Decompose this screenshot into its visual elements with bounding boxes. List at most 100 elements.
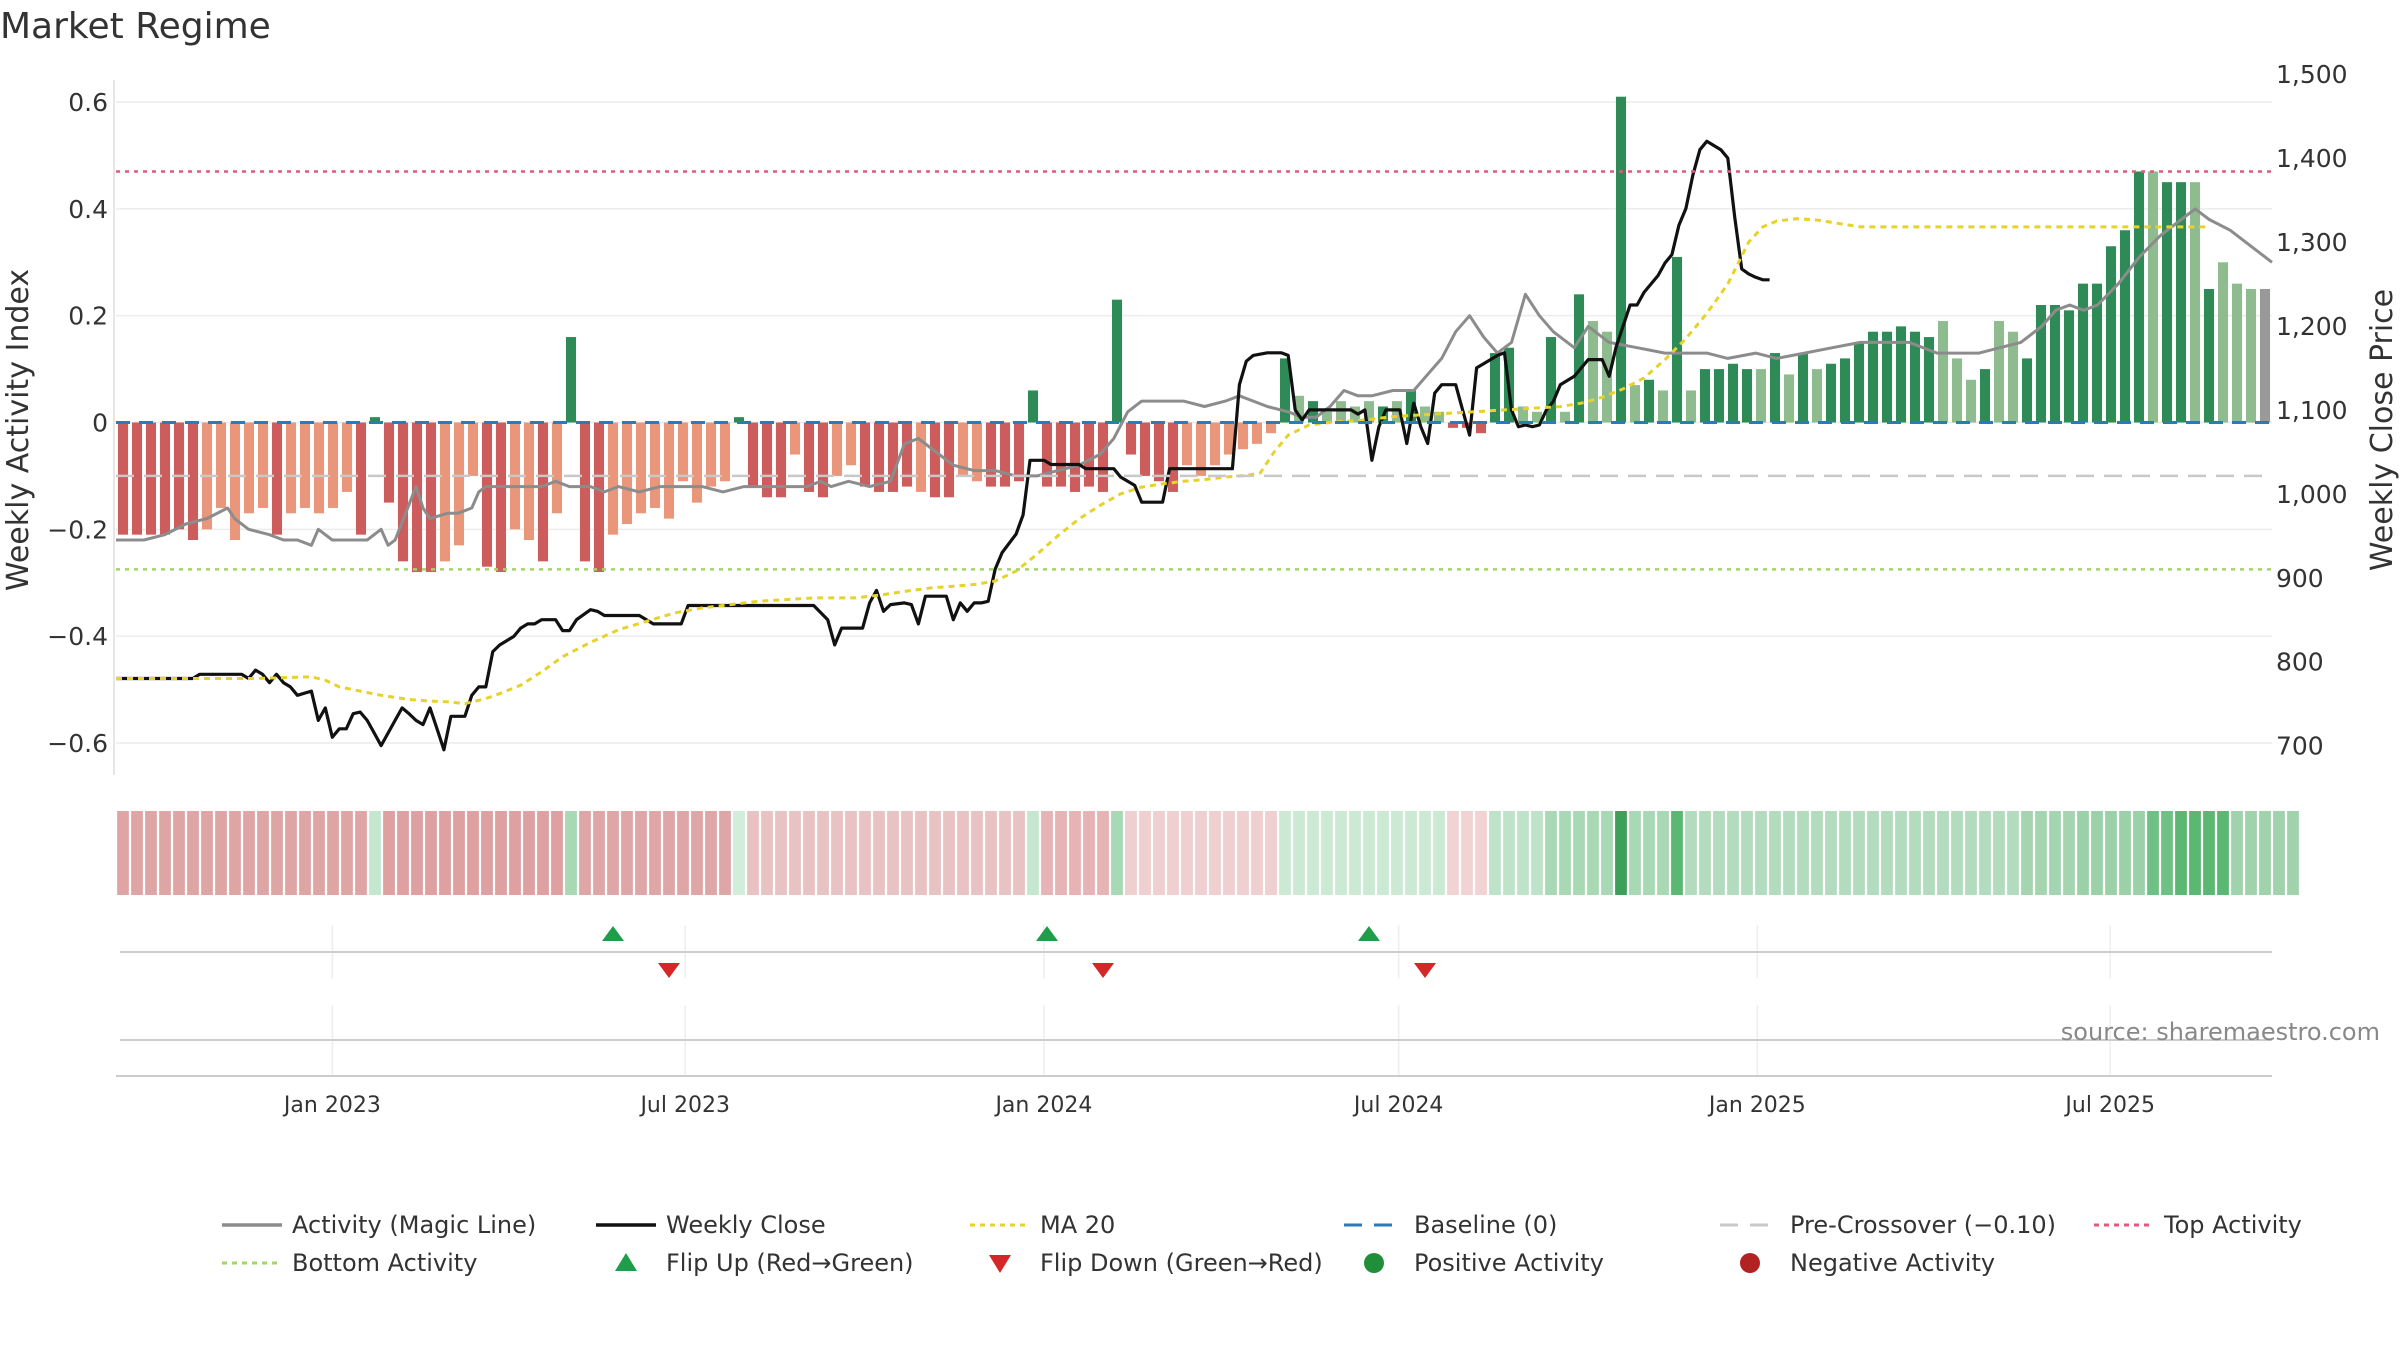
regime-cell [1923, 811, 1935, 895]
activity-bar [1335, 401, 1347, 423]
regime-cell [453, 811, 465, 895]
regime-cell [1895, 811, 1907, 895]
regime-cell [1699, 811, 1711, 895]
regime-cell [243, 811, 255, 895]
regime-cell [1475, 811, 1487, 895]
activity-bar [873, 422, 885, 492]
activity-bar [1993, 321, 2005, 423]
regime-cell [1195, 811, 1207, 895]
activity-bar [1433, 411, 1445, 423]
legend-item: Top Activity [2094, 1211, 2302, 1239]
activity-bar [1321, 411, 1333, 423]
regime-cell [2231, 811, 2243, 895]
legend-swatch [1364, 1253, 1384, 1273]
activity-bar [369, 417, 381, 423]
activity-bar [313, 422, 325, 514]
regime-cell [411, 811, 423, 895]
activity-bar [1041, 422, 1053, 487]
right-axis: 700 800 900 1,000 1,100 1,200 1,300 1,400 1,500 [2276, 60, 2348, 760]
activity-bar [1825, 363, 1837, 423]
legend-label: Positive Activity [1414, 1249, 1604, 1277]
activity-bar [705, 422, 717, 487]
regime-cell [1839, 811, 1851, 895]
regime-cell [313, 811, 325, 895]
legend: Activity (Magic Line) Weekly Close MA 20 Ba… [222, 1211, 2302, 1277]
regime-cell [635, 811, 647, 895]
regime-cell [943, 811, 955, 895]
activity-bar [1517, 406, 1529, 423]
activity-bar [2259, 288, 2271, 423]
activity-bar [1167, 422, 1179, 492]
activity-bar [355, 422, 367, 535]
regime-cell [383, 811, 395, 895]
x-tick-label: Jul 2023 [638, 1093, 730, 1118]
activity-bar [2161, 182, 2173, 423]
activity-bar [1629, 385, 1641, 423]
regime-cell [887, 811, 899, 895]
regime-cell [579, 811, 591, 895]
activity-bar [1125, 422, 1137, 455]
regime-cell [2217, 811, 2229, 895]
regime-cell [621, 811, 633, 895]
activity-bar [1937, 321, 1949, 423]
activity-bar [775, 422, 787, 498]
activity-bar [397, 422, 409, 562]
flip-down-marker [1414, 963, 1436, 978]
activity-bar [1713, 369, 1725, 423]
regime-cell [831, 811, 843, 895]
activity-bar [1363, 401, 1375, 423]
activity-bar [845, 422, 857, 466]
activity-bar [1587, 321, 1599, 423]
regime-cell [1573, 811, 1585, 895]
activity-bar [159, 422, 171, 535]
regime-cell [1279, 811, 1291, 895]
activity-bar [1909, 331, 1921, 423]
legend-label: Flip Up (Red→Green) [666, 1249, 914, 1277]
activity-bar [1447, 422, 1459, 428]
activity-bar [733, 417, 745, 423]
activity-bar [817, 422, 829, 498]
regime-cell [2203, 811, 2215, 895]
activity-bar [999, 422, 1011, 487]
regime-cell [649, 811, 661, 895]
regime-cell [1363, 811, 1375, 895]
legend-item: Bottom Activity [222, 1249, 477, 1277]
regime-cell [761, 811, 773, 895]
x-axis: Jan 2023 Jul 2023 Jan 2024 Jul 2024 Jan 2025… [282, 1093, 2155, 1118]
activity-bar [2105, 246, 2117, 423]
activity-bar [495, 422, 507, 573]
activity-bar [691, 422, 703, 503]
activity-bar [1279, 358, 1291, 423]
regime-cell [1307, 811, 1319, 895]
y-axis-label-right: Weekly Close Price [2365, 289, 2400, 571]
activity-bar [1475, 422, 1487, 434]
activity-bar [789, 422, 801, 455]
y-axis-label-left: Weekly Activity Index [1, 269, 36, 591]
activity-bar [1111, 299, 1123, 423]
legend-swatch [615, 1253, 637, 1271]
regime-cell [1615, 811, 1627, 895]
empty-panel [116, 1005, 2272, 1077]
regime-cell [2287, 811, 2299, 895]
activity-bar [1769, 353, 1781, 423]
regime-cell [733, 811, 745, 895]
regime-cell [817, 811, 829, 895]
regime-cell [285, 811, 297, 895]
regime-cell [1139, 811, 1151, 895]
regime-cell [355, 811, 367, 895]
activity-bar [215, 422, 227, 508]
activity-bar [2063, 310, 2075, 423]
regime-cell [957, 811, 969, 895]
activity-bar [859, 422, 871, 487]
activity-bar [1573, 294, 1585, 423]
regime-cell [747, 811, 759, 895]
regime-cell [2245, 811, 2257, 895]
left-tick-label: 0.6 [68, 88, 108, 117]
regime-cell [607, 811, 619, 895]
activity-bar [957, 422, 969, 476]
regime-cell [1335, 811, 1347, 895]
activity-bar [2049, 305, 2061, 423]
activity-bar [2077, 283, 2089, 423]
regime-cell [299, 811, 311, 895]
